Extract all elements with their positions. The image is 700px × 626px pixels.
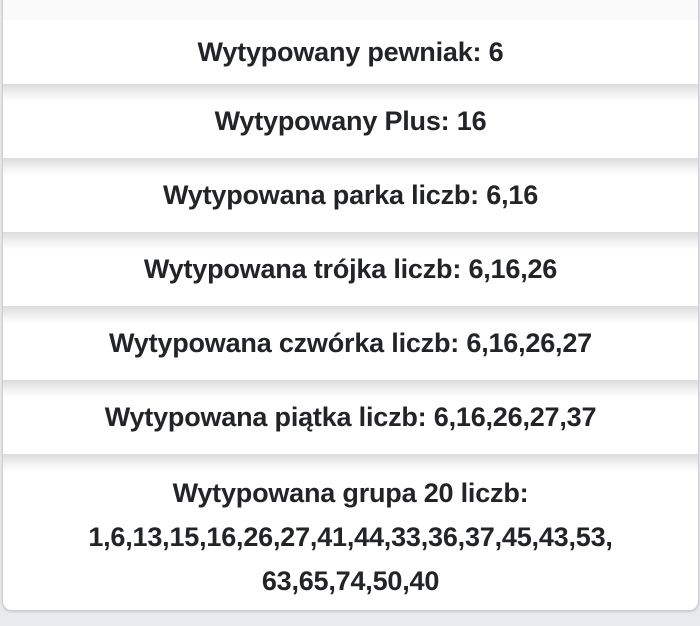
result-text: Wytypowana piątka liczb: 6,16,26,27,37 — [104, 401, 597, 432]
result-parka: Wytypowana parka liczb: 6,16 — [3, 158, 698, 232]
result-text: Wytypowany pewniak: 6 — [197, 36, 504, 67]
result-piatka: Wytypowana piątka liczb: 6,16,26,27,37 — [3, 380, 698, 454]
result-text: Wytypowana parka liczb: 6,16 — [162, 179, 539, 210]
group-numbers-line-2: 63,65,74,50,40 — [261, 566, 440, 596]
result-text: Wytypowany Plus: 16 — [214, 105, 487, 136]
result-text: Wytypowana trójka liczb: 6,16,26 — [143, 253, 558, 284]
results-card: Wytypowany pewniak: 6 Wytypowany Plus: 1… — [2, 0, 699, 611]
result-trojka: Wytypowana trójka liczb: 6,16,26 — [3, 232, 698, 306]
result-czworka: Wytypowana czwórka liczb: 6,16,26,27 — [3, 306, 698, 380]
previous-row-partial — [3, 0, 698, 20]
group-label: Wytypowana grupa 20 liczb: — [172, 478, 529, 508]
result-plus: Wytypowany Plus: 16 — [3, 84, 698, 158]
result-group-20: Wytypowana grupa 20 liczb: 1,6,13,15,16,… — [3, 454, 698, 610]
group-numbers-line-1: 1,6,13,15,16,26,27,41,44,33,36,37,45,43,… — [88, 522, 613, 552]
result-text: Wytypowana czwórka liczb: 6,16,26,27 — [108, 327, 592, 358]
result-pewniak: Wytypowany pewniak: 6 — [3, 20, 698, 84]
